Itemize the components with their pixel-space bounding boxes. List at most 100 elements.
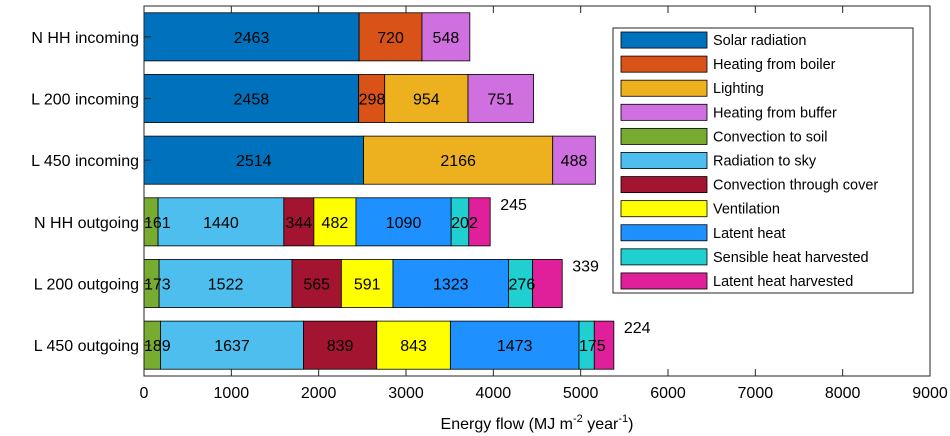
legend-label: Sensible heat harvested: [713, 250, 869, 266]
x-tick-label: 0: [140, 385, 149, 402]
bar-segment: [355, 197, 452, 247]
bar-value-label: 339: [572, 258, 599, 275]
category-label: N HH outgoing: [34, 215, 139, 232]
legend-swatch: [620, 103, 708, 121]
bar-segment: [160, 320, 304, 370]
legend: Solar radiation Heating from boiler Lighti…: [612, 27, 914, 294]
legend-label: Latent heat harvested: [713, 274, 853, 290]
bar-segment: [291, 259, 342, 308]
bar-segment: [363, 135, 554, 185]
bar-value-label: 224: [624, 320, 651, 337]
bar-segment: [340, 259, 394, 308]
bar-value-label: 565: [303, 277, 330, 294]
category-label: N HH incoming: [31, 30, 139, 47]
bar-value-label: 2166: [440, 153, 476, 170]
bar-value-label: 344: [285, 215, 312, 232]
plot-area-border: [143, 5, 931, 377]
category-label: L 450 outgoing: [34, 338, 139, 355]
legend-swatch: [620, 31, 708, 49]
bar-segment: [358, 12, 423, 62]
legend-label: Ventilation: [713, 202, 780, 218]
bar-value-label: 482: [322, 215, 349, 232]
legend-swatch: [620, 224, 708, 242]
bar-segment: [532, 259, 563, 308]
legend-label: Heating from buffer: [713, 105, 837, 121]
bar-segment: [392, 259, 509, 308]
bar-value-label: 1090: [386, 215, 422, 232]
legend-swatch: [620, 176, 708, 194]
bar-value-label: 298: [359, 92, 386, 109]
legend-swatch: [620, 200, 708, 218]
bar-value-label: 2458: [234, 92, 270, 109]
bar-segment: [468, 197, 491, 247]
bar-segment: [421, 12, 471, 62]
bar-value-label: 488: [561, 153, 588, 170]
x-axis-label: Energy flow (MJ m-2 year-1): [441, 413, 634, 433]
bar-segment: [313, 197, 357, 247]
bar-value-label: 1440: [203, 215, 239, 232]
legend-swatch: [620, 79, 708, 97]
bar-value-label: 839: [327, 338, 354, 355]
bar-segment: [283, 197, 315, 247]
x-axis-ticks-layer: 0 1000 2000 3000 4000 5000 6000 7000 8000 9000: [140, 6, 948, 402]
legend-label: Heating from boiler: [713, 57, 836, 73]
bar-value-label: 751: [487, 92, 514, 109]
x-tick-label: 7000: [738, 385, 774, 402]
bar-value-label: 1473: [497, 338, 533, 355]
x-tick-label: 9000: [912, 385, 948, 402]
x-tick-label: 1000: [214, 385, 250, 402]
category-label: L 200 outgoing: [34, 277, 139, 294]
legend-swatch: [620, 272, 708, 290]
legend-swatch: [620, 152, 708, 169]
bar-segment: [552, 135, 596, 185]
bar-value-label: 843: [400, 338, 427, 355]
bar-segment: [143, 12, 360, 62]
bar-value-label: 954: [413, 92, 440, 109]
bar-value-label: 1522: [208, 277, 244, 294]
bar-value-label: 202: [451, 215, 478, 232]
bar-segment: [593, 320, 615, 370]
bar-value-label: 548: [433, 30, 460, 47]
bar-segment: [358, 74, 386, 123]
bar-value-label: 161: [144, 215, 171, 232]
legend-label: Solar radiation: [713, 33, 807, 49]
legend-label: Convection through cover: [713, 178, 878, 194]
bar-value-label: 1323: [433, 277, 469, 294]
bar-value-label: 720: [377, 30, 404, 47]
bar-value-label: 2463: [234, 30, 270, 47]
bar-value-label: 1637: [214, 338, 250, 355]
bar-value-label: 245: [500, 197, 527, 214]
x-tick-label: 2000: [301, 385, 337, 402]
legend-label: Lighting: [713, 81, 764, 97]
bars-layer: [143, 12, 615, 370]
x-tick-label: 6000: [650, 385, 686, 402]
x-tick-label: 8000: [825, 385, 861, 402]
legend-label: Convection to soil: [713, 129, 827, 145]
x-tick-label: 3000: [388, 385, 424, 402]
bar-value-label: 591: [354, 277, 381, 294]
x-tick-label: 5000: [563, 385, 599, 402]
bar-value-label: 2514: [236, 153, 272, 170]
bar-segment: [384, 74, 469, 123]
bar-value-label: 189: [144, 338, 171, 355]
bar-value-labels-layer: 2463 720 548 2458 298 954 751 2514 2166 488 161 144…: [144, 30, 651, 355]
legend-swatch: [620, 248, 708, 266]
legend-swatch: [620, 127, 708, 145]
bar-value-label: 175: [579, 338, 606, 355]
bar-value-label: 276: [509, 277, 536, 294]
legend-label: Latent heat: [713, 226, 786, 242]
legend-swatch: [620, 55, 708, 73]
category-labels-layer: N HH incoming L 200 incoming L 450 incomin…: [31, 30, 151, 355]
bar-segment: [158, 259, 293, 308]
bar-segment: [157, 197, 285, 247]
bar-segment: [449, 320, 580, 370]
category-label: L 450 incoming: [31, 153, 139, 170]
bar-value-label: 173: [144, 277, 171, 294]
category-label: L 200 incoming: [31, 92, 139, 109]
bar-segment: [303, 320, 378, 370]
bar-segment: [143, 74, 360, 123]
bar-segment: [467, 74, 534, 123]
x-tick-label: 4000: [476, 385, 512, 402]
legend-label: Radiation to sky: [713, 154, 817, 170]
